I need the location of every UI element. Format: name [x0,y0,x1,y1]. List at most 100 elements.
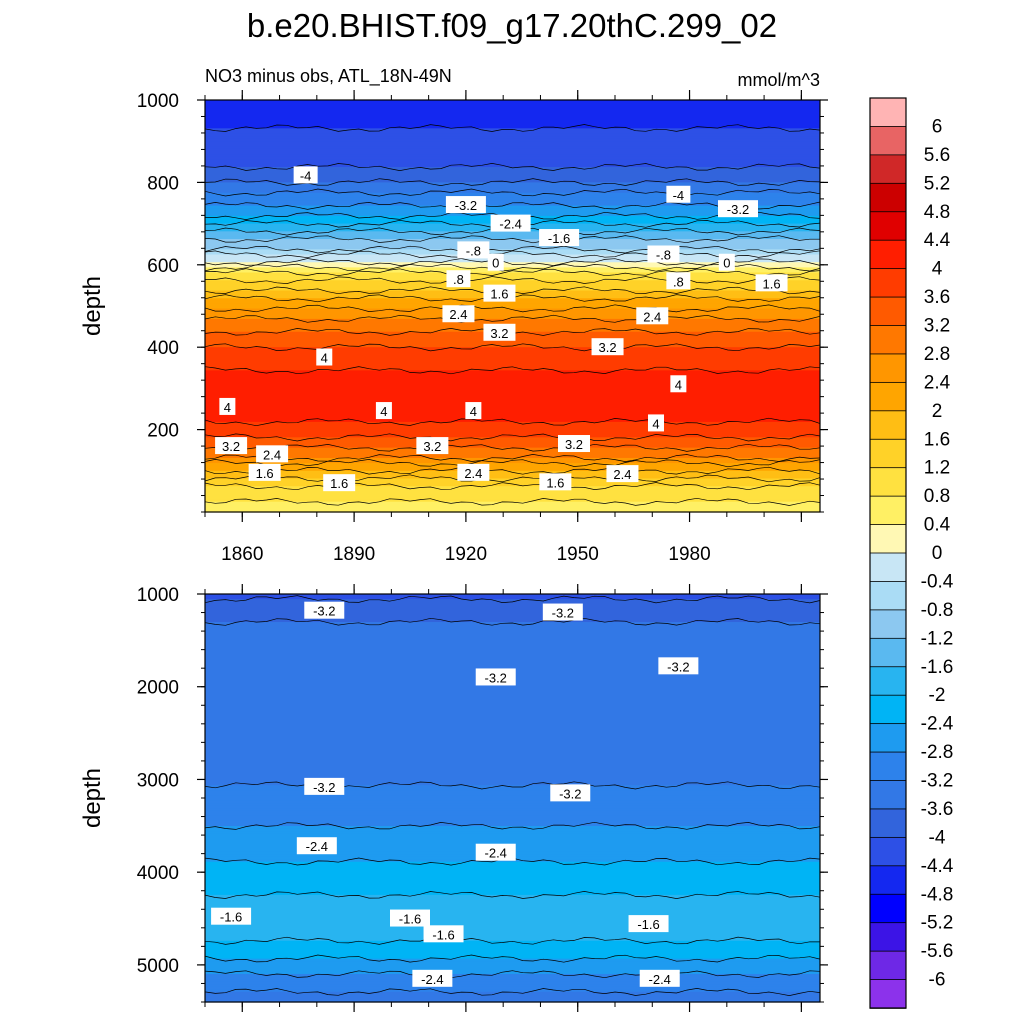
contour-label-text: 2.4 [643,309,661,324]
fill-band [205,342,820,346]
contour-label-box [296,837,337,855]
contour-label: -2.4 [475,843,516,861]
colorbar-label: -4 [929,827,946,848]
fill-band [205,244,820,248]
contour-label-text: -.8 [656,248,671,263]
fill-band [205,747,820,751]
contour-label-text: -4 [300,168,312,183]
colorbar-label: -1.2 [921,628,954,649]
fill-band [205,468,820,472]
colorbar-box [869,723,907,753]
contour-label: 3.2 [483,323,516,341]
fill-band [205,254,820,258]
contour-label-text: 3.2 [565,437,583,452]
contour-label-text: -4 [673,188,685,203]
contour-label: 1.6 [248,463,281,481]
fill-band [205,690,820,695]
contour-line [204,936,821,945]
fill-band [205,792,820,797]
fill-band [205,455,820,459]
colorbar-frame [869,97,907,1009]
contour-label: -1.6 [390,909,430,927]
fill-band [205,953,820,957]
contour-label: 0 [718,253,735,271]
contour-line [204,250,821,259]
fill-band [205,174,820,178]
colorbar-box [869,581,907,611]
fill-band [205,999,820,1003]
colorbar-box [869,182,907,213]
contour-label: -3.2 [304,777,345,795]
fill-band [205,475,820,480]
fill-band [205,739,820,743]
colorbar-box [869,979,907,1009]
contour-label-text: -1.6 [432,927,454,942]
fill-band [205,810,820,814]
contour-label-box [558,435,590,453]
contour-label-text: -1.6 [220,910,242,925]
fill-band [205,398,820,402]
fill-band [205,752,820,756]
fill-band [205,994,820,998]
fill-band [205,269,820,274]
colorbar-label: 0.8 [924,486,950,507]
fill-band [205,826,820,830]
fill-band [205,650,820,654]
contour-label-text: -3.2 [313,780,335,795]
fill-band [205,973,820,978]
fill-band [205,820,820,825]
contour-label: -3.2 [542,603,583,621]
fill-band [205,869,820,873]
fill-band [205,917,820,921]
fill-band [205,241,820,245]
contour-label-text: 1.6 [330,476,348,491]
fill-band [205,118,820,122]
fill-band [205,864,820,868]
fill-band [205,782,820,786]
fill-band [205,971,820,975]
contour-line [204,474,821,483]
fill-band [205,951,820,955]
fill-band [205,741,820,746]
contour-label: -3.2 [304,601,345,619]
fill-band [205,642,820,646]
colorbar-label: 6 [932,116,943,137]
colorbar-box [869,97,907,128]
fill-band [205,105,820,109]
fill-band [205,619,820,623]
fill-band [205,403,820,408]
fill-band [205,660,820,664]
contour-label: -3.2 [475,668,516,686]
colorbar-label: 2.4 [924,372,951,393]
fill-band [205,164,820,168]
colorbar: 6 5.6 5.2 4.8 4.4 4 3.6 3.2 2.8 2.4 2 1.6 1.2 0.8 0.4 0… [869,97,954,1009]
fill-band [205,210,820,214]
fill-band [205,688,820,692]
fill-band [205,267,820,271]
fill-band [205,594,820,598]
fill-band [205,179,820,183]
contour-label-text: -3.2 [313,604,335,619]
contour-label-text: -.8 [466,243,481,258]
fill-band [205,506,820,511]
fill-band [205,375,820,379]
fill-band [205,493,820,498]
contour-label-box [658,657,699,675]
fill-band [205,203,820,207]
contour-label-box [755,274,788,292]
contour-label: -.8 [647,245,680,263]
contour-label: 3.2 [591,338,624,356]
colorbar-box [869,438,907,469]
y-tick-label: 1000 [137,91,179,112]
fill-band [205,777,820,781]
x-tick-label: 1980 [668,544,710,565]
fill-band [205,429,820,433]
fill-band [205,685,820,689]
y-tick-label: 1000 [137,585,179,606]
fill-band [205,922,820,927]
fill-band [205,231,820,235]
colorbar-label: 0 [932,543,943,564]
fill-band [205,611,820,615]
fill-band [205,406,820,410]
